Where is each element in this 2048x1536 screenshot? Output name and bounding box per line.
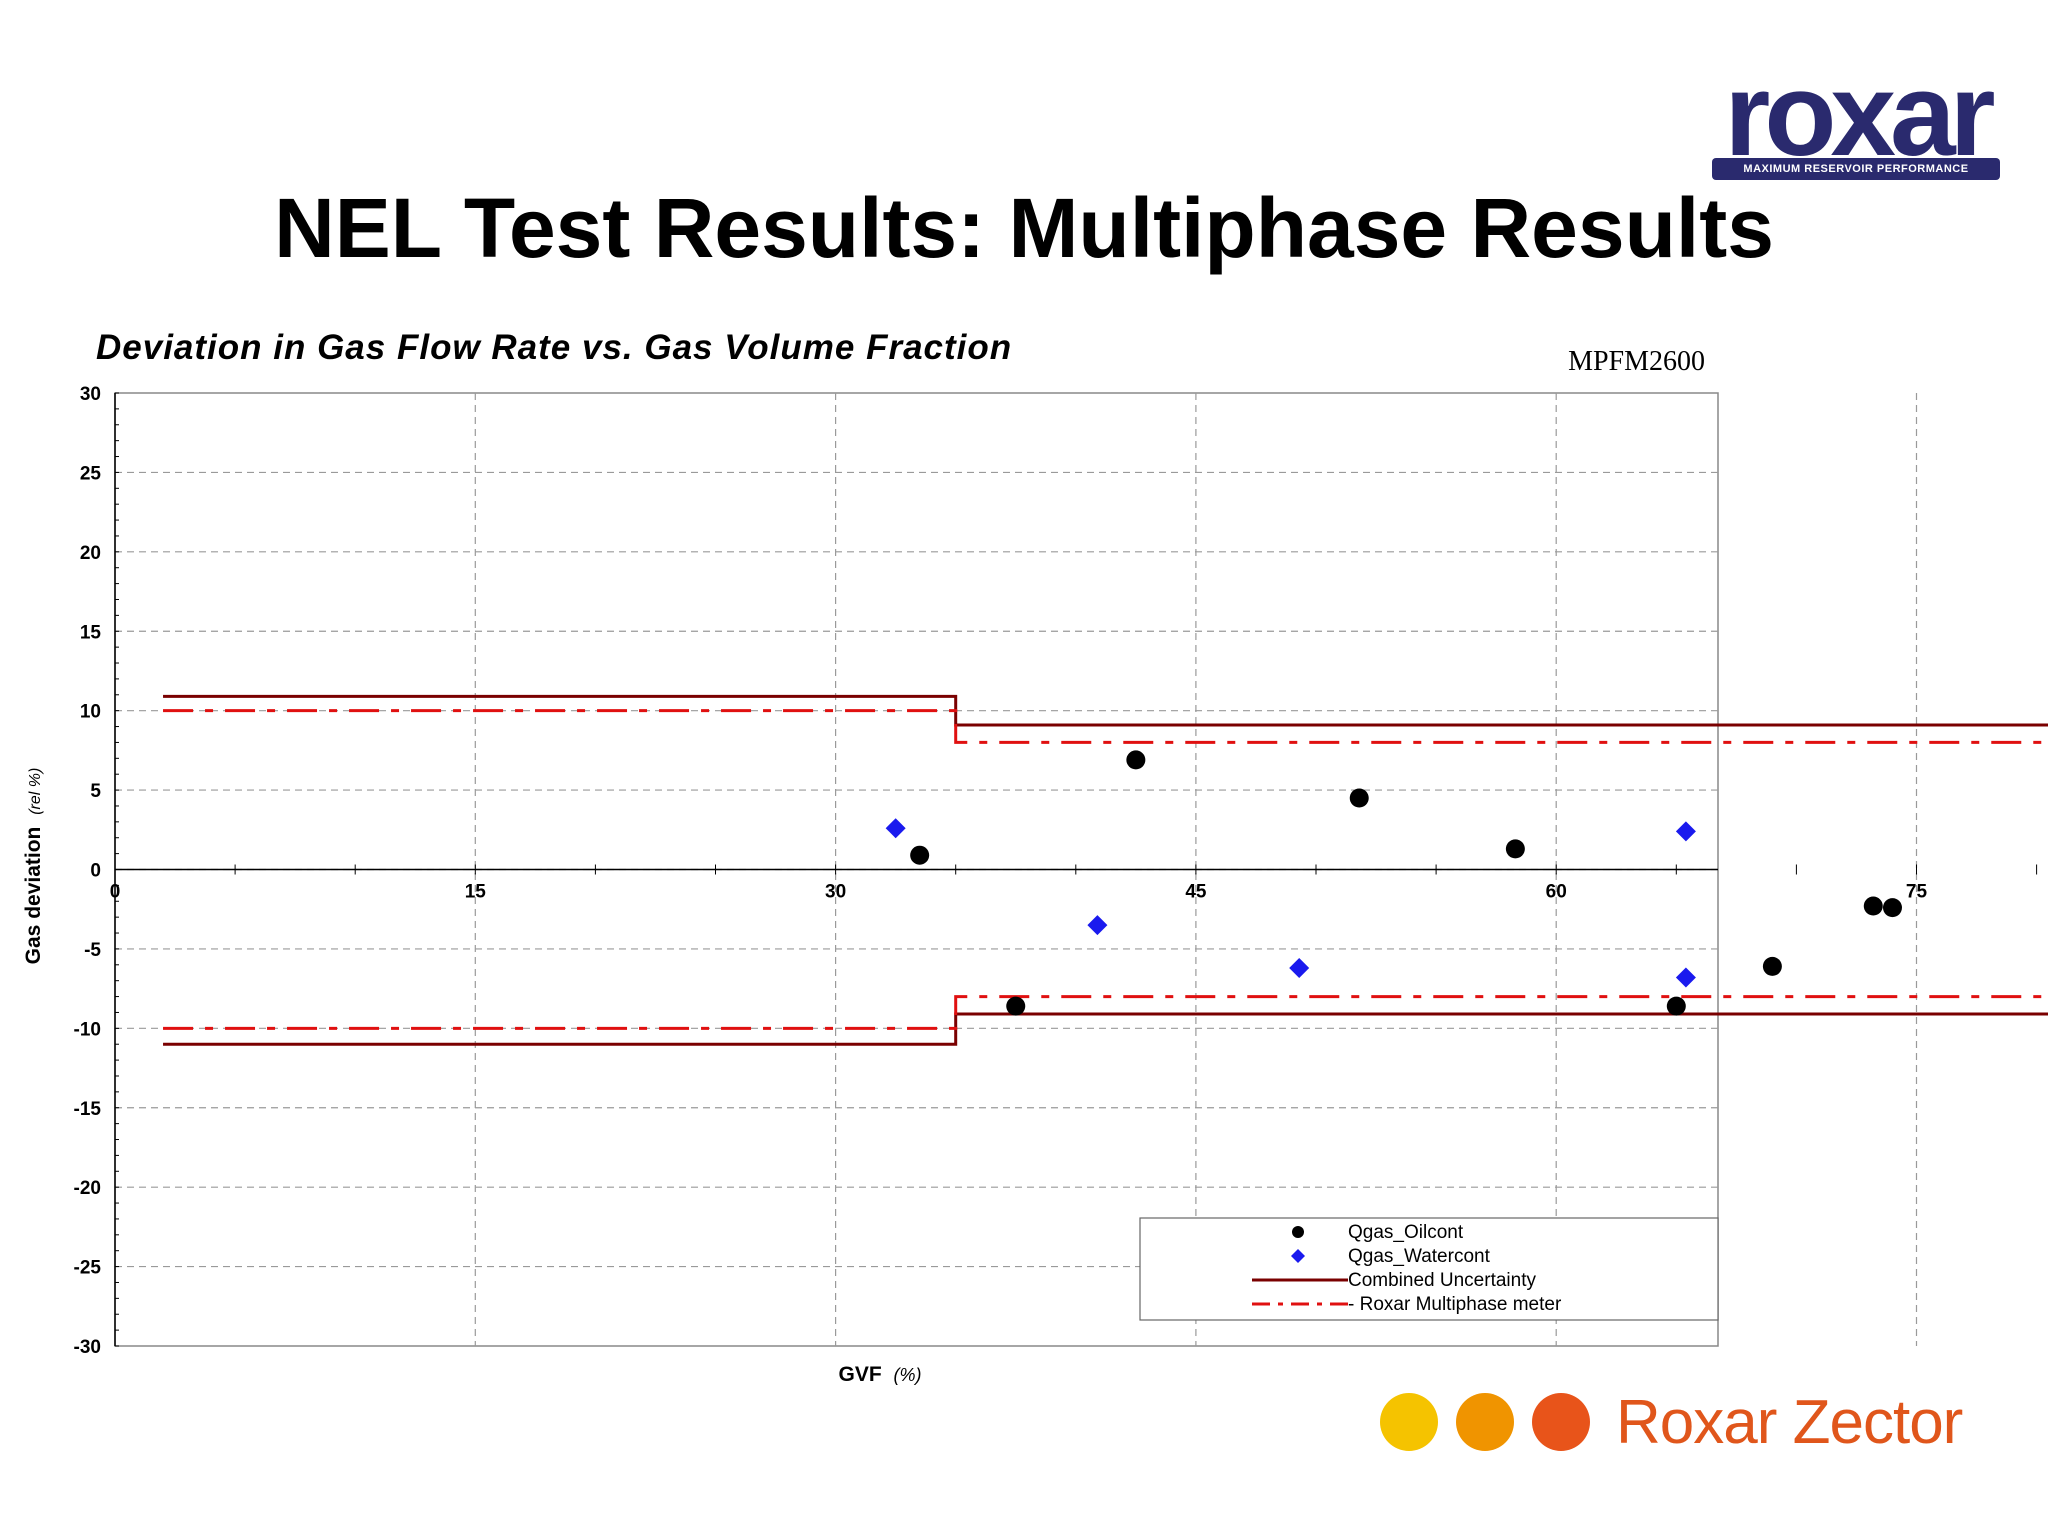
y-tick-label: 25 — [80, 463, 102, 484]
y-tick-label: -15 — [74, 1099, 102, 1120]
roxar-zector-logo: Roxar Zector — [1380, 1388, 1963, 1457]
data-point-oilcont — [1006, 996, 1026, 1016]
y-tick-label: -25 — [74, 1258, 102, 1279]
roxar-logo-word: roxar — [1724, 49, 1995, 181]
series-line-roxar-multiphase-meter-upper — [163, 709, 2048, 744]
x-tick-label: 45 — [1185, 882, 1207, 903]
data-point-oilcont — [1505, 839, 1525, 859]
chart-tag: MPFM2600 — [1568, 346, 1705, 377]
chart-title: Deviation in Gas Flow Rate vs. Gas Volum… — [96, 328, 1013, 367]
x-axis-label-unit: (%) — [894, 1365, 922, 1385]
x-tick-label: 60 — [1546, 882, 1567, 903]
y-tick-label: 30 — [80, 384, 101, 405]
data-point-watercont — [1675, 821, 1696, 842]
y-axis-label-text: Gas deviation — [22, 827, 45, 965]
data-point-oilcont — [910, 845, 930, 865]
legend-label: Qgas_Oilcont — [1348, 1222, 1464, 1243]
legend-label: Combined Uncertainty — [1348, 1270, 1536, 1291]
y-tick-label: 5 — [90, 781, 101, 802]
roxar-logo: roxar MAXIMUM RESERVOIR PERFORMANCE — [1712, 56, 2002, 188]
x-tick-label: 15 — [465, 882, 487, 903]
slide-title: NEL Test Results: Multiphase Results — [274, 181, 1774, 275]
data-point-oilcont — [1126, 750, 1146, 770]
legend-label: Qgas_Watercont — [1348, 1246, 1491, 1267]
data-point-oilcont — [1666, 996, 1686, 1016]
x-axis-label-text: GVF — [838, 1363, 881, 1386]
y-tick-label: 10 — [80, 702, 101, 723]
data-point-watercont — [1087, 915, 1108, 936]
x-tick-label: 30 — [825, 882, 846, 903]
data-point-oilcont — [1863, 896, 1883, 916]
legend-box — [1139, 1217, 1719, 1321]
data-point-oilcont — [1882, 898, 1902, 918]
data-point-watercont — [1675, 967, 1696, 988]
legend-marker-diamond — [1291, 1249, 1305, 1263]
y-tick-label: -30 — [74, 1337, 101, 1358]
y-tick-label: 15 — [80, 622, 102, 643]
legend-marker-circle — [1292, 1226, 1304, 1238]
zector-dot-orange — [1456, 1393, 1514, 1451]
data-point-watercont — [1289, 957, 1310, 978]
y-tick-label: 0 — [90, 861, 101, 882]
chart-legend: Qgas_Oilcont Qgas_Watercont Combined Uncer… — [1139, 1217, 1719, 1321]
y-tick-label: 20 — [80, 543, 101, 564]
zector-text: Roxar Zector — [1616, 1387, 1963, 1457]
legend-label: - Roxar Multiphase meter — [1348, 1294, 1562, 1315]
data-point-oilcont — [1349, 788, 1369, 808]
y-axis-label: Gas deviation (rel %) — [22, 768, 45, 965]
data-point-oilcont — [1762, 956, 1782, 976]
y-tick-label: -20 — [74, 1178, 101, 1199]
y-axis-label-unit: (rel %) — [27, 768, 44, 815]
zector-dot-red — [1532, 1393, 1590, 1451]
x-tick-label: 75 — [1906, 882, 1928, 903]
y-tick-label: -10 — [74, 1019, 101, 1040]
data-point-watercont — [885, 818, 906, 839]
x-axis-label: GVF (%) — [838, 1363, 921, 1386]
y-tick-label: -5 — [84, 940, 101, 961]
roxar-logo-tagline: MAXIMUM RESERVOIR PERFORMANCE — [1712, 158, 2000, 180]
x-tick-label: 0 — [110, 882, 121, 903]
zector-dot-yellow — [1380, 1393, 1438, 1451]
series-line-roxar-multiphase-meter-lower — [163, 995, 2048, 1030]
